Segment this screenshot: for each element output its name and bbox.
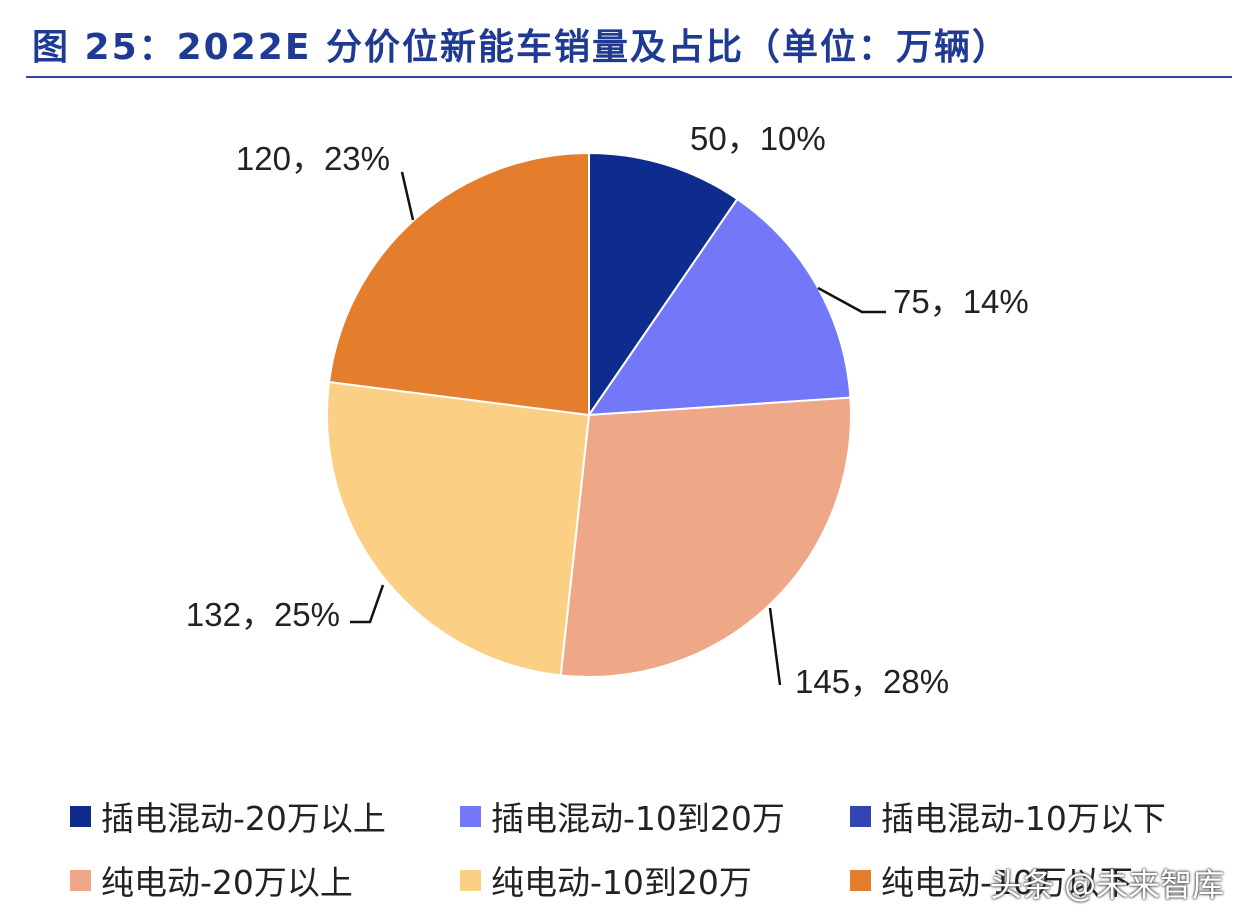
legend-label: 纯电动-10万以下	[881, 863, 1133, 902]
legend-swatch	[70, 869, 91, 891]
legend-item-bev-10-20: 纯电动-10到20万	[460, 856, 752, 904]
legend-item-phev-20-plus: 插电混动-20万以上	[70, 792, 386, 840]
leader-line-2	[817, 286, 886, 314]
pie-slice-5	[326, 380, 591, 677]
pie-slice-4	[559, 396, 852, 678]
data-label-6: 120，23%	[236, 140, 390, 177]
legend-label: 纯电动-10到20万	[491, 863, 752, 902]
legend-item-bev-20-plus: 纯电动-20万以上	[70, 856, 353, 904]
data-labels: 50，10% 75，14% 145，28% 132，25% 120，23%	[186, 120, 1029, 700]
data-label-2: 75，14%	[893, 283, 1029, 320]
data-label-5: 132，25%	[186, 596, 340, 633]
leader-line-6	[400, 171, 415, 221]
legend-label: 插电混动-10万以下	[881, 799, 1166, 838]
data-label-1: 50，10%	[690, 120, 826, 157]
pie-slice-2	[587, 197, 852, 417]
legend-label: 纯电动-20万以上	[101, 863, 353, 902]
legend-item-bev-under-10: 纯电动-10万以下	[850, 856, 1133, 904]
legend-label: 插电混动-20万以上	[101, 799, 386, 838]
legend-swatch	[70, 805, 91, 827]
title-divider	[26, 76, 1232, 78]
legend-swatch	[850, 869, 871, 891]
pie-slice-1	[588, 151, 739, 419]
leader-line-5	[350, 584, 385, 624]
legend-item-phev-under-10: 插电混动-10万以下	[850, 792, 1166, 840]
watermark: 头条 @未来智库	[990, 866, 1225, 904]
leader-line-4	[768, 607, 782, 686]
legend-swatch	[460, 805, 481, 827]
legend-swatch	[850, 805, 871, 827]
data-label-4: 145，28%	[795, 663, 949, 700]
legend-label: 插电混动-10到20万	[491, 799, 785, 838]
label-leader-lines	[350, 171, 886, 686]
legend-swatch	[460, 869, 481, 891]
legend-item-phev-10-20: 插电混动-10到20万	[460, 792, 785, 840]
chart-title: 图 25：2022E 分价位新能车销量及占比（单位：万辆）	[32, 27, 1010, 68]
pie-slice-6	[327, 151, 590, 417]
pie-slices	[326, 151, 852, 678]
